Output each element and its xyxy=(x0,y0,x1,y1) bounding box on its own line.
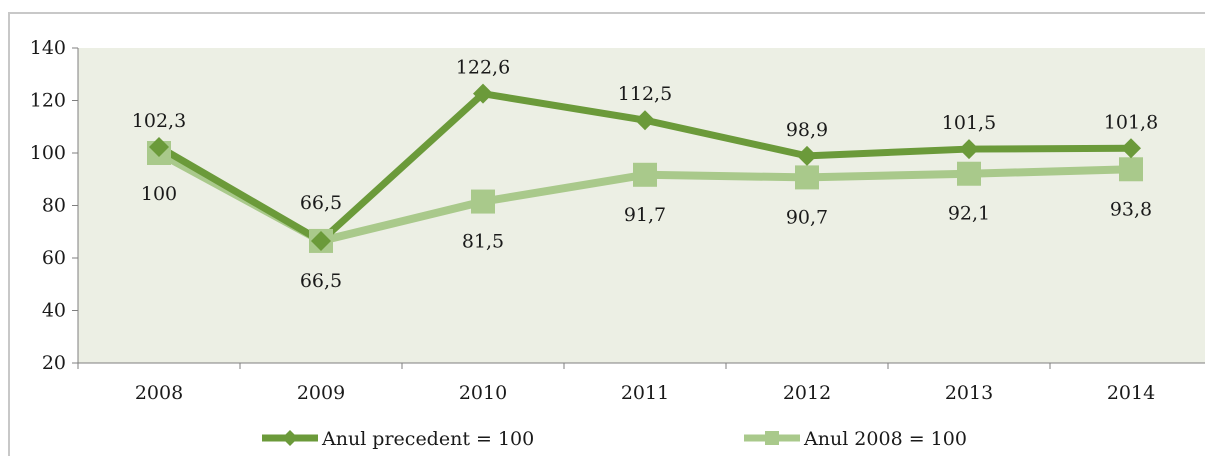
diamond-marker xyxy=(311,230,331,251)
data-label-series-2: 92,1 xyxy=(948,203,990,225)
diamond-marker xyxy=(1121,138,1141,159)
legend-label: Anul precedent = 100 xyxy=(321,428,534,450)
data-label-series-2: 81,5 xyxy=(462,231,504,253)
data-label-series-2: 90,7 xyxy=(786,206,828,228)
square-marker xyxy=(471,189,495,214)
y-tick-label: 20 xyxy=(42,352,66,374)
data-label-series-1: 66,5 xyxy=(300,192,342,214)
y-tick-label: 140 xyxy=(30,37,66,59)
data-label-series-2: 93,8 xyxy=(1110,198,1152,220)
y-tick-label: 40 xyxy=(42,300,66,322)
square-marker xyxy=(957,161,981,186)
y-tick-label: 100 xyxy=(30,142,66,164)
x-tick-label: 2011 xyxy=(621,382,669,404)
data-label-series-2: 91,7 xyxy=(624,204,666,226)
x-tick-label: 2009 xyxy=(297,382,345,404)
y-tick-label: 60 xyxy=(42,247,66,269)
diamond-marker xyxy=(149,136,169,157)
data-label-series-1: 102,3 xyxy=(132,110,186,132)
legend-label: Anul 2008 = 100 xyxy=(803,428,967,450)
x-tick-label: 2012 xyxy=(783,382,831,404)
x-tick-label: 2014 xyxy=(1107,382,1155,404)
data-label-series-1: 98,9 xyxy=(786,119,828,141)
diamond-marker xyxy=(635,110,655,131)
square-marker xyxy=(795,165,819,190)
data-label-series-2: 100 xyxy=(141,183,177,205)
x-tick-label: 2008 xyxy=(135,382,183,404)
square-marker xyxy=(633,162,657,187)
data-label-series-2: 66,5 xyxy=(300,270,342,292)
y-tick-label: 80 xyxy=(42,195,66,217)
diamond-marker xyxy=(473,83,493,104)
y-tick-label: 120 xyxy=(30,90,66,112)
square-marker xyxy=(1119,157,1143,182)
legend-diamond-marker xyxy=(282,430,298,446)
x-tick-label: 2010 xyxy=(459,382,507,404)
diamond-marker xyxy=(959,139,979,160)
legend-square-marker xyxy=(765,431,779,445)
diamond-marker xyxy=(797,145,817,166)
x-tick-label: 2013 xyxy=(945,382,993,404)
data-label-series-1: 101,5 xyxy=(942,112,996,134)
data-label-series-1: 122,6 xyxy=(456,57,510,79)
data-label-series-1: 112,5 xyxy=(618,83,672,105)
data-label-series-1: 101,8 xyxy=(1104,111,1158,133)
